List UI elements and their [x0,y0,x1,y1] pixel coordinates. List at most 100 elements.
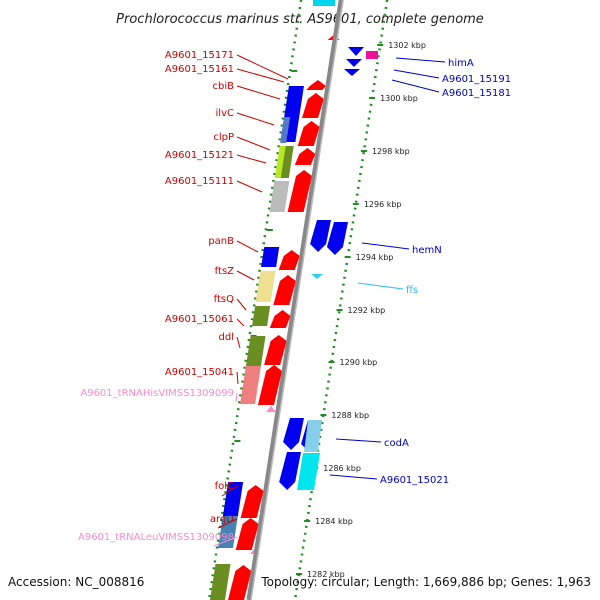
gene-label-left: ddl [219,332,234,343]
kbp-label: 1288 kbp [331,411,369,420]
leader-line [236,180,263,193]
feature-blocks [210,0,378,600]
gene-block-top [313,0,335,6]
gene-arrow-forward [346,59,362,67]
backbone [246,0,344,600]
gene-block-left [252,306,271,326]
leader-line [217,518,238,529]
leader-line [236,298,247,311]
rna-marker [311,274,323,279]
backbone-highlight [250,0,344,600]
gene-arrow-forward [348,47,364,56]
trna-marker [266,406,276,412]
leader-line [236,240,259,253]
gene-block-right [366,51,378,59]
kbp-label: 1296 kbp [364,200,402,209]
gene-label-right: ffs [406,285,418,296]
gene-label-left: A9601_15041 [165,367,234,378]
gene-arrow-reverse [257,365,283,405]
leader-line [393,69,440,79]
gene-arrow-reverse [302,93,324,118]
leader-line [391,79,440,93]
gene-label-left: A9601_15111 [165,176,234,187]
leader-line [335,438,382,443]
gene-label-left: A9601_tRNAHisVIMSS1309099 [80,388,234,399]
gene-block-right [297,453,320,490]
gene-arrow-reverse [287,170,313,212]
gene-arrow-forward [279,452,301,490]
gene-label-right: hemN [412,245,442,256]
backbone-line [246,0,344,600]
gene-arrow-reverse [278,250,300,270]
kbp-labels: 1302 kbp 1300 kbp 1298 kbp 1296 kbp 1294 kbp… [307,41,426,579]
gene-arrow-reverse [269,310,291,328]
gene-block-left [222,482,244,516]
accession-text: Accession: NC_008816 [8,575,144,589]
leader-line [361,242,410,250]
gene-label-right: himA [448,58,474,69]
gene-label-left: A9601_15171 [165,50,234,61]
dotted-rings [207,0,389,600]
leader-line [213,536,238,547]
leader-line [236,54,289,80]
kbp-label: 1294 kbp [356,253,394,262]
leader-line [235,392,238,403]
gene-label-right: A9601_15181 [442,88,511,99]
gene-label-left: cbiB [213,81,235,92]
gene-label-left: ilvC [216,108,234,119]
dotted-ring-left [207,0,303,600]
left-gene-labels: A9601_15171 A9601_15161 cbiB ilvC clpP A9601_… [78,50,289,547]
gene-label-left: A9601_15161 [165,64,234,75]
gene-arrow-reverse [273,275,296,305]
gene-arrow-reverse [297,121,320,146]
gene-label-left: A9601_15121 [165,150,234,161]
gene-arrow-forward [344,69,360,76]
gene-label-left: clpP [213,132,234,143]
gene-block-left [280,146,294,178]
leader-line [221,485,238,497]
kbp-label: 1290 kbp [340,358,378,367]
summary-text: Topology: circular; Length: 1,669,886 bp… [260,575,591,589]
gene-label-left: ftsQ [214,294,234,305]
leader-line [236,318,245,327]
leader-line [236,371,239,385]
gene-arrow-reverse [240,485,264,518]
gene-label-right: codA [384,438,409,449]
gene-label-right: A9601_15191 [442,74,511,85]
gene-block-left [255,271,276,302]
gene-label-left: argD [210,514,234,525]
leader-line [357,282,404,290]
leader-line [236,136,271,151]
dotted-ring-right [293,0,389,600]
kbp-label: 1302 kbp [388,41,426,50]
gene-arrow-reverse [228,565,252,600]
gene-block-left [210,564,231,600]
gene-block-left [280,117,291,143]
kbp-label: 1292 kbp [348,306,386,315]
gene-label-left: A9601_tRNALeuVIMSS1309098 [78,532,234,543]
gene-arrow-forward [310,220,331,252]
gene-block-left [240,366,261,404]
kbp-label: 1298 kbp [372,147,410,156]
leader-line [236,112,275,126]
gene-arrow-forward [326,222,348,255]
gene-label-left: folC [215,481,234,492]
gene-label-left: A9601_15061 [165,314,234,325]
leader-line [329,474,378,480]
gene-arrow-reverse [235,518,259,550]
map-title: Prochlorococcus marinus str. AS9601, com… [116,12,484,27]
kbp-label: 1284 kbp [315,517,353,526]
gene-block-right [304,420,322,452]
kbp-label: 1282 kbp [307,570,345,579]
gene-arrow-forward [283,418,304,450]
leader-line [236,270,255,281]
leader-line [236,85,281,100]
gene-arrow-reverse [264,335,287,365]
gene-block-left [269,181,290,212]
gene-arrow-reverse [294,148,316,165]
leader-line [236,336,241,349]
kbp-label: 1286 kbp [323,464,361,473]
gene-label-left: panB [208,236,234,247]
leader-line [395,57,446,63]
